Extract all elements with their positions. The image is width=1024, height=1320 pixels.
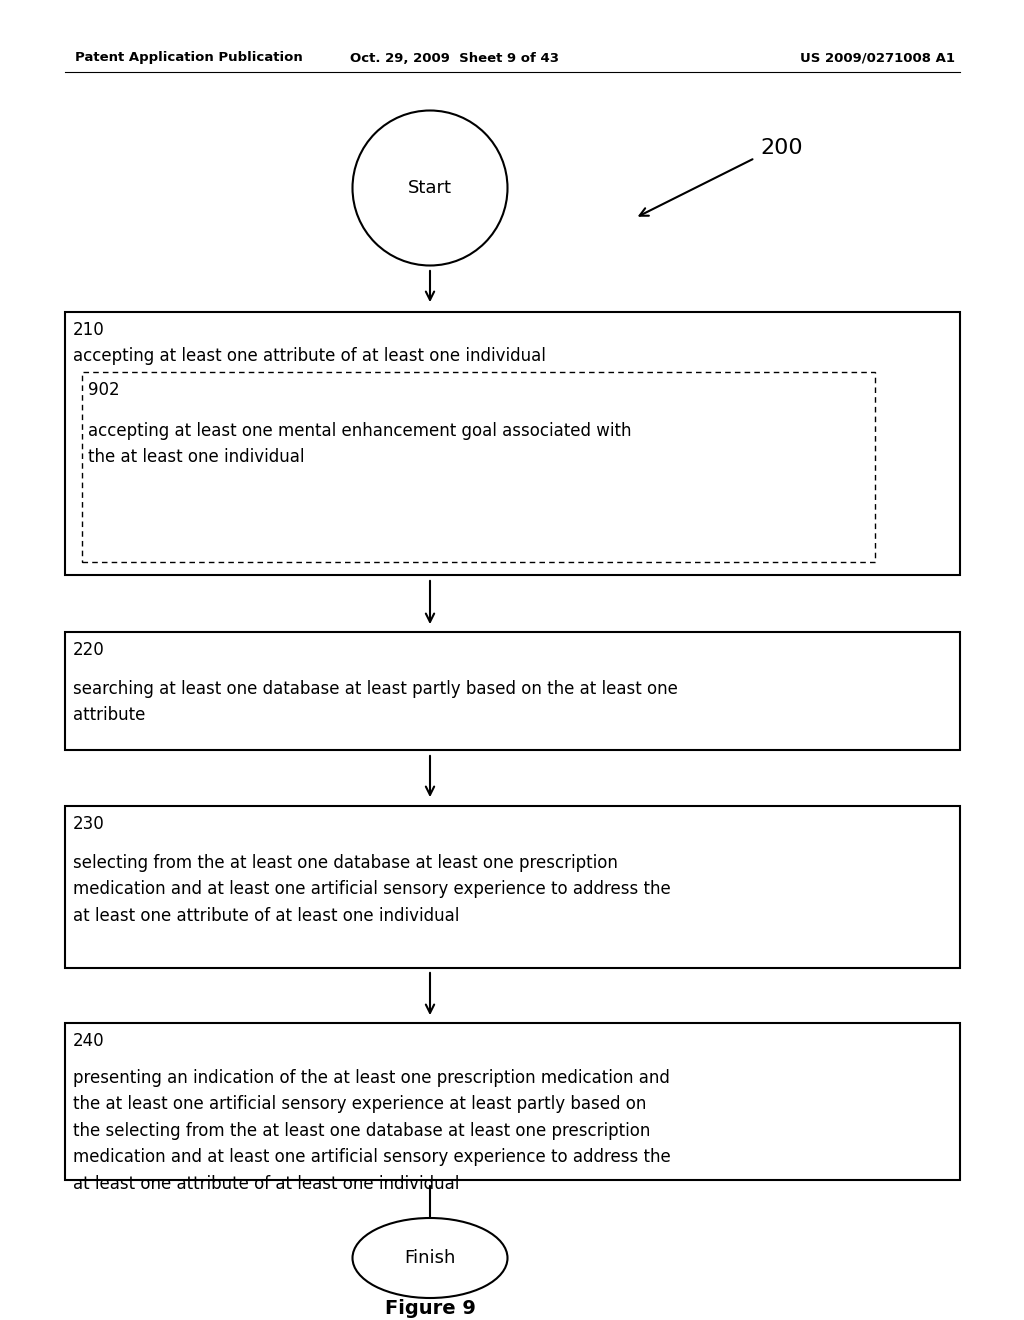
- Text: US 2009/0271008 A1: US 2009/0271008 A1: [800, 51, 955, 65]
- Bar: [65, 632, 961, 750]
- Ellipse shape: [352, 111, 508, 265]
- Bar: [65, 1023, 961, 1180]
- Bar: [65, 312, 961, 576]
- Text: accepting at least one mental enhancement goal associated with
the at least one : accepting at least one mental enhancemen…: [88, 422, 632, 466]
- Text: Oct. 29, 2009  Sheet 9 of 43: Oct. 29, 2009 Sheet 9 of 43: [350, 51, 559, 65]
- Text: 230: 230: [73, 814, 104, 833]
- Bar: [82, 372, 874, 562]
- Text: 240: 240: [73, 1032, 104, 1049]
- Text: 220: 220: [73, 642, 104, 659]
- Text: 200: 200: [760, 139, 803, 158]
- Text: 210: 210: [73, 321, 104, 339]
- Bar: [65, 807, 961, 968]
- Text: accepting at least one attribute of at least one individual: accepting at least one attribute of at l…: [73, 347, 546, 366]
- Text: 902: 902: [88, 381, 120, 399]
- Text: Figure 9: Figure 9: [385, 1299, 475, 1317]
- Text: selecting from the at least one database at least one prescription
medication an: selecting from the at least one database…: [73, 854, 671, 925]
- Text: Patent Application Publication: Patent Application Publication: [75, 51, 303, 65]
- Text: searching at least one database at least partly based on the at least one
attrib: searching at least one database at least…: [73, 680, 678, 725]
- Ellipse shape: [352, 1218, 508, 1298]
- Text: Finish: Finish: [404, 1249, 456, 1267]
- Text: presenting an indication of the at least one prescription medication and
the at : presenting an indication of the at least…: [73, 1069, 671, 1192]
- Text: Start: Start: [408, 180, 452, 197]
